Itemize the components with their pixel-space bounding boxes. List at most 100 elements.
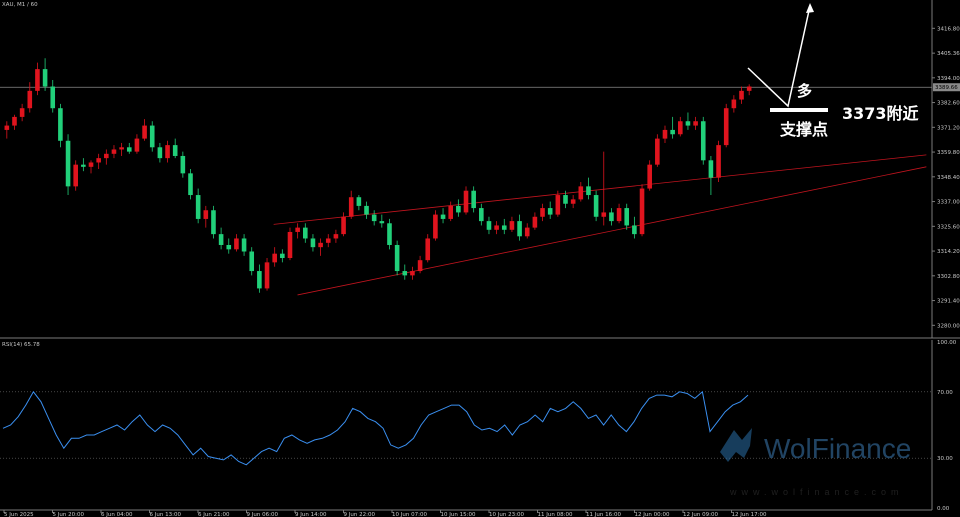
candle: [616, 203, 622, 224]
price-tick-label: 3359.80: [937, 150, 960, 156]
candle-body: [234, 238, 239, 250]
price-tick-label: 3371.20: [937, 125, 960, 131]
candle: [310, 234, 316, 252]
candle-body: [616, 208, 622, 222]
candle: [655, 134, 660, 167]
candle-body: [609, 212, 614, 222]
candle-body: [280, 253, 285, 259]
candle-body: [670, 129, 675, 135]
candle: [425, 234, 431, 263]
candle: [448, 201, 453, 222]
candle-body: [708, 160, 714, 178]
candle-body: [149, 125, 155, 148]
candle: [27, 82, 33, 113]
candle-body: [387, 223, 392, 245]
candle: [257, 264, 262, 293]
candle-body: [157, 147, 163, 159]
candle-body: [723, 108, 729, 146]
candle: [111, 145, 117, 159]
rsi-y-ticks: 100.00 70.00 30.00 0.00: [937, 340, 957, 512]
candle-body: [303, 227, 308, 239]
candle: [716, 140, 721, 183]
candle: [410, 266, 415, 280]
candle-body: [364, 205, 369, 215]
candle: [593, 190, 599, 222]
candle: [586, 177, 591, 200]
time-tick-label: 10 Jun 15:00: [441, 512, 476, 517]
time-tick-label: 9 Jun 14:00: [295, 512, 327, 517]
candle-body: [249, 251, 255, 272]
candle-body: [241, 238, 247, 252]
candle: [234, 234, 239, 252]
candle-body: [12, 116, 17, 126]
candle-body: [547, 208, 553, 215]
candle: [578, 182, 584, 202]
candle: [249, 247, 255, 276]
candle-body: [4, 125, 10, 130]
candle-body: [27, 90, 33, 109]
candle: [195, 188, 201, 224]
candle: [746, 84, 752, 96]
candle: [509, 216, 515, 232]
candle: [723, 103, 729, 148]
candle-body: [716, 145, 721, 178]
candle: [471, 186, 476, 213]
candle: [42, 58, 48, 91]
candle: [142, 119, 147, 141]
candle: [188, 169, 193, 200]
candle: [35, 62, 40, 96]
candle: [739, 86, 744, 104]
candle: [685, 112, 691, 130]
time-tick-label: 10 Jun 23:00: [489, 512, 524, 517]
price-tick-label: 3314.20: [937, 249, 960, 255]
candle: [88, 160, 94, 174]
channel-line: [297, 166, 927, 296]
candle: [624, 203, 630, 230]
candle-body: [456, 205, 461, 213]
candle-body: [203, 210, 209, 219]
candle-body: [433, 214, 438, 239]
candle-body: [517, 221, 522, 237]
candle: [371, 210, 377, 226]
candle-body: [119, 147, 124, 150]
rsi-tick-label: 30.00: [937, 456, 953, 462]
candle-body: [50, 86, 56, 109]
candle: [104, 149, 109, 165]
candle-body: [88, 162, 94, 167]
candle-body: [104, 153, 109, 159]
candle-body: [578, 186, 584, 200]
candle-body: [678, 121, 683, 135]
candle-body: [81, 164, 86, 167]
candle: [356, 195, 362, 211]
candle: [555, 190, 561, 217]
time-tick-label: 6 Jun 13:00: [150, 512, 182, 517]
candle: [295, 223, 300, 239]
candle-body: [272, 253, 277, 263]
candle: [364, 201, 369, 219]
price-tick-label: 3280.00: [937, 323, 960, 329]
candle-body: [486, 221, 492, 230]
candle: [501, 218, 507, 235]
projection-arrow: [747, 5, 811, 108]
candle: [517, 214, 522, 241]
candle-body: [42, 69, 48, 87]
candle: [65, 134, 71, 196]
candle: [149, 121, 155, 152]
candles: [4, 58, 752, 293]
candle: [325, 234, 331, 248]
trend-channel: [273, 154, 927, 296]
candle: [12, 114, 17, 130]
candle: [58, 103, 63, 148]
candle-body: [348, 197, 354, 217]
candle: [433, 210, 438, 241]
candle-body: [402, 271, 408, 276]
candle: [73, 160, 78, 191]
time-x-ticks: 5 Jun 2025 5 Jun 20:00 6 Jun 04:00 6 Jun 13…: [3, 510, 767, 517]
candle-body: [333, 234, 339, 239]
candle-body: [639, 188, 645, 235]
candle: [333, 229, 339, 243]
candle: [218, 227, 224, 250]
candle: [547, 201, 553, 219]
candle: [632, 216, 637, 239]
